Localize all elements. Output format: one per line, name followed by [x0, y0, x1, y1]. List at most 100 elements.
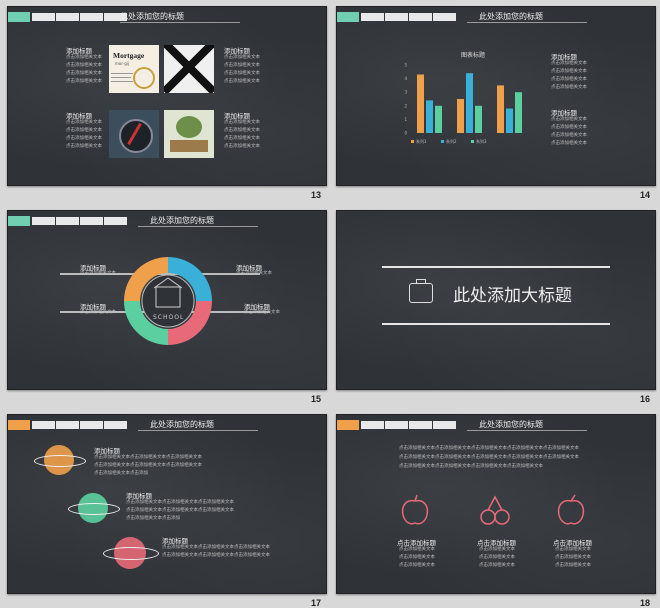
block-heading: 添加标题 [94, 447, 120, 455]
block-line: 点击添加相关文本 [66, 136, 102, 141]
item-heading: 点击添加标题 [397, 539, 436, 547]
school-building-icon [155, 286, 181, 308]
block-line: 点击添加相关文本点击添加 [94, 471, 148, 476]
slide-number-label: 15 [311, 394, 322, 404]
cycle-segment-orange [124, 257, 168, 301]
chalk-line-top [382, 266, 610, 268]
chart-title: 图表标题 [461, 52, 486, 59]
y-tick-label: 5 [404, 63, 407, 68]
slide-title: 此处添加您的标题 [479, 12, 543, 21]
header-box [32, 217, 55, 225]
block-line: 点击添加相关文本 [224, 120, 260, 125]
block-line: 点击添加相关文本 [551, 133, 587, 138]
school-badge-ring [141, 274, 195, 328]
cycle-segment-blue [168, 257, 212, 301]
title-underline [120, 22, 240, 23]
plant-icon [176, 116, 202, 138]
planet-ring [103, 547, 159, 560]
item-line: 点击添加相关文本 [399, 547, 435, 552]
book-plant-image [164, 110, 214, 158]
compass-icon [119, 119, 153, 153]
apple-icon [401, 494, 429, 525]
slide-number-label: 17 [311, 598, 322, 608]
block-line: 点击添加相关文本 [224, 136, 260, 141]
block-line: 点击添加相关文本 [66, 63, 102, 68]
block-heading: 添加标题 [551, 53, 577, 61]
bar [475, 105, 482, 133]
block-heading: 添加标题 [66, 47, 92, 55]
slide-title: 此处添加您的标题 [150, 216, 214, 225]
briefcase-handle [416, 279, 426, 284]
header-box [361, 13, 384, 21]
apple-bite-icon [557, 494, 585, 525]
header-box [385, 421, 408, 429]
header-box [56, 217, 79, 225]
block-heading: 添加标题 [224, 47, 250, 55]
item-line: 点击添加相关文本 [479, 555, 515, 560]
y-tick-label: 4 [404, 76, 407, 81]
bar [497, 85, 504, 133]
cycle-segment-green [124, 301, 168, 345]
bar [417, 74, 424, 133]
block-line: 点击添加相关文本 [224, 55, 260, 60]
header-box [385, 13, 408, 21]
header-stripe [8, 420, 30, 430]
slide-13[interactable]: 此处添加您的标题 添加标题 点击添加相关文本 点击添加相关文本 点击添加相关文本… [7, 6, 327, 186]
item-heading: 点击添加标题 [477, 539, 516, 547]
header-box [56, 13, 79, 21]
label-line: 点击添加相关文本 [80, 271, 116, 276]
block-line: 点击添加相关文本 [66, 128, 102, 133]
slide-15[interactable]: 此处添加您的标题 添加标题 点击添加相关文本 添加标题 点击添加相关文本 添加标… [7, 210, 327, 390]
briefcase-icon [409, 283, 433, 303]
block-line: 点击添加相关文本点击添加 [126, 516, 180, 521]
intro-line: 点击添加相关文本点击添加相关文本点击添加相关文本点击添加相关文本 [399, 464, 543, 469]
header-box [433, 421, 456, 429]
slide-title: 此处添加您的标题 [120, 12, 184, 21]
y-tick-label: 1 [404, 117, 407, 122]
slide-18[interactable]: 此处添加您的标题 点击添加相关文本点击添加相关文本点击添加相关文本点击添加相关文… [336, 414, 656, 594]
slide-number-label: 16 [640, 394, 651, 404]
legend-swatch [471, 140, 474, 143]
block-line: 点击添加相关文本 [66, 55, 102, 60]
block-line: 点击添加相关文本点击添加相关文本点击添加相关文本 [94, 455, 202, 460]
mortgage-word: Mortgage [113, 51, 145, 60]
slide-number-label: 13 [311, 190, 322, 200]
header-stripe [337, 420, 359, 430]
block-heading: 添加标题 [224, 112, 250, 120]
slide-17[interactable]: 此处添加您的标题 添加标题 点击添加相关文本点击添加相关文本点击添加相关文本 点… [7, 414, 327, 594]
text-rule [111, 81, 133, 82]
slide-16[interactable]: 此处添加大标题 [336, 210, 656, 390]
bar [506, 108, 513, 133]
slide-14[interactable]: 此处添加您的标题 图表标题 0 1 2 3 4 5 系列1 系列2 系列3 添加标题 点击添加相… [336, 6, 656, 186]
label-heading: 添加标题 [244, 303, 270, 311]
header-stripe [337, 12, 359, 22]
magnifier-icon [133, 67, 155, 89]
block-line: 点击添加相关文本点击添加相关文本点击添加相关文本 [162, 545, 270, 550]
block-line: 点击添加相关文本 [551, 69, 587, 74]
block-line: 点击添加相关文本 [224, 79, 260, 84]
title-underline [467, 22, 587, 23]
block-line: 点击添加相关文本 [224, 63, 260, 68]
block-line: 点击添加相关文本点击添加相关文本点击添加相关文本 [162, 553, 270, 558]
mortgage-phonetic: mor·gij [115, 61, 130, 66]
slide-header: 此处添加您的标题 [8, 420, 326, 431]
block-line: 点击添加相关文本 [224, 144, 260, 149]
y-tick-label: 2 [404, 103, 407, 108]
compass-image [109, 110, 159, 158]
school-badge-text: SCHOOL [153, 314, 185, 321]
item-line: 点击添加相关文本 [479, 547, 515, 552]
slide-header: 此处添加您的标题 [8, 12, 326, 23]
block-line: 点击添加相关文本 [66, 144, 102, 149]
item-line: 点击添加相关文本 [479, 563, 515, 568]
item-heading: 点击添加标题 [553, 539, 592, 547]
mortgage-image: Mortgage mor·gij [109, 45, 159, 93]
y-tick-label: 0 [404, 131, 407, 136]
legend-label: 系列3 [476, 138, 487, 144]
block-heading: 添加标题 [66, 112, 92, 120]
block-line: 点击添加相关文本 [224, 71, 260, 76]
header-box [32, 13, 55, 21]
item-line: 点击添加相关文本 [555, 547, 591, 552]
intro-line: 点击添加相关文本点击添加相关文本点击添加相关文本点击添加相关文本点击添加相关文本 [399, 446, 579, 451]
roof-shape [153, 277, 183, 289]
bar [466, 73, 473, 133]
